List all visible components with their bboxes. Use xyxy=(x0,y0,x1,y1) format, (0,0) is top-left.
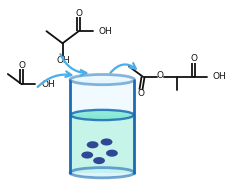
Text: O: O xyxy=(137,89,144,98)
Ellipse shape xyxy=(93,157,104,164)
Text: OH: OH xyxy=(41,80,55,89)
Polygon shape xyxy=(70,115,133,173)
Ellipse shape xyxy=(86,141,98,148)
Text: O: O xyxy=(75,9,82,18)
Ellipse shape xyxy=(81,152,93,159)
Ellipse shape xyxy=(70,168,134,178)
Ellipse shape xyxy=(100,139,112,146)
Text: O: O xyxy=(189,54,196,63)
Text: OH: OH xyxy=(98,27,112,36)
Ellipse shape xyxy=(70,110,133,120)
Polygon shape xyxy=(70,80,133,115)
Ellipse shape xyxy=(106,150,117,157)
Text: O: O xyxy=(156,71,163,80)
Ellipse shape xyxy=(70,74,134,85)
Text: O: O xyxy=(18,61,25,70)
Text: OH: OH xyxy=(211,72,225,81)
Text: OH: OH xyxy=(57,56,70,65)
